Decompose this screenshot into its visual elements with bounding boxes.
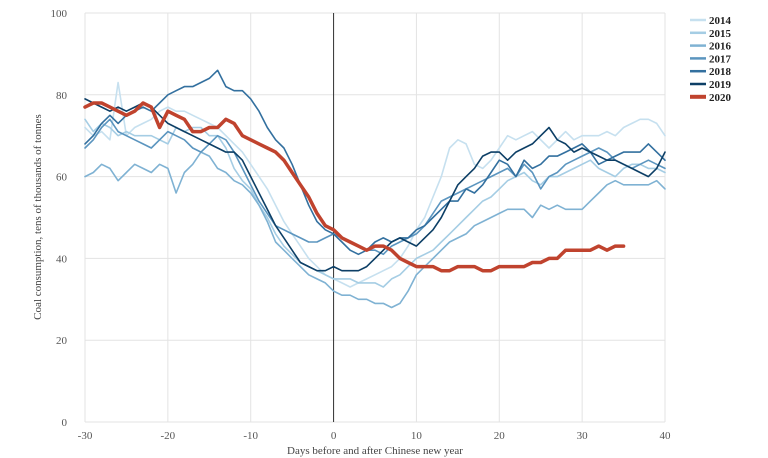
legend-label-2018: 2018 [709,66,732,78]
x-tick-label: 10 [411,430,423,442]
legend-label-2019: 2019 [709,79,732,91]
series-line-2015 [84,118,666,288]
legend-label-2020: 2020 [709,92,732,104]
x-axis-title: Days before and after Chinese new year [287,445,463,457]
series-lines [83,69,666,309]
y-tick-label: 80 [56,90,68,102]
y-tick-label: 100 [51,8,68,20]
legend-label-2014: 2014 [709,15,732,27]
x-tick-label: 30 [577,430,589,442]
legend-label-2017: 2017 [709,53,732,65]
x-tick-label: -10 [243,430,258,442]
series-line-2020 [83,101,626,273]
x-tick-label: 40 [660,430,672,442]
series-line-2016 [84,151,666,309]
series-line-2014 [84,81,666,288]
x-tick-label: 0 [331,430,337,442]
series-line-2019 [84,98,666,272]
y-tick-label: 60 [56,172,68,184]
legend-label-2016: 2016 [709,41,732,53]
series-line-2017 [84,118,666,256]
legend-label-2015: 2015 [709,28,732,40]
x-tick-label: -30 [78,430,93,442]
x-tick-label: -20 [161,430,176,442]
y-tick-label: 0 [62,417,68,429]
x-tick-label: 20 [494,430,506,442]
y-axis-title: Coal consumption, tens of thousands of t… [32,114,44,320]
y-tick-label: 40 [56,253,68,265]
axis-ticks: 0 20 40 60 80 100 -30 -20 -10 0 10 20 30 40 [51,8,672,442]
gridlines [84,12,666,423]
y-tick-label: 20 [56,335,68,347]
series-line-2018 [84,69,666,256]
